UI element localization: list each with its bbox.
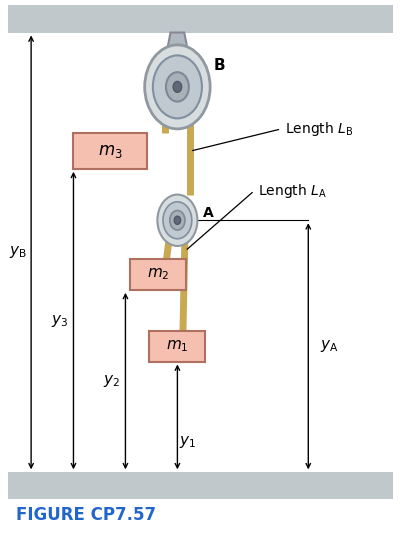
Text: $y_3$: $y_3$	[51, 313, 69, 329]
Text: Length $L_\mathrm{B}$: Length $L_\mathrm{B}$	[285, 120, 353, 138]
Circle shape	[157, 194, 197, 246]
Circle shape	[145, 45, 210, 129]
Text: $m_3$: $m_3$	[98, 142, 122, 160]
Text: Length $L_\mathrm{A}$: Length $L_\mathrm{A}$	[258, 182, 327, 200]
Text: FIGURE CP7.57: FIGURE CP7.57	[16, 505, 156, 524]
Bar	[8, 472, 393, 499]
Bar	[130, 259, 186, 290]
Polygon shape	[166, 33, 189, 57]
Text: B: B	[214, 59, 226, 74]
Text: A: A	[203, 206, 214, 220]
Circle shape	[173, 82, 182, 92]
Bar	[150, 331, 205, 361]
Bar	[73, 133, 147, 169]
Text: $m_1$: $m_1$	[166, 338, 189, 354]
Text: $y_\mathrm{A}$: $y_\mathrm{A}$	[320, 338, 338, 354]
Text: $y_1$: $y_1$	[179, 433, 196, 449]
Circle shape	[153, 55, 202, 118]
Circle shape	[174, 216, 180, 224]
Circle shape	[170, 211, 185, 230]
Bar	[8, 5, 393, 33]
Circle shape	[166, 72, 189, 101]
Text: $y_2$: $y_2$	[103, 373, 120, 389]
Circle shape	[163, 202, 192, 239]
Text: $m_2$: $m_2$	[147, 267, 169, 282]
Text: $y_\mathrm{B}$: $y_\mathrm{B}$	[9, 244, 26, 260]
